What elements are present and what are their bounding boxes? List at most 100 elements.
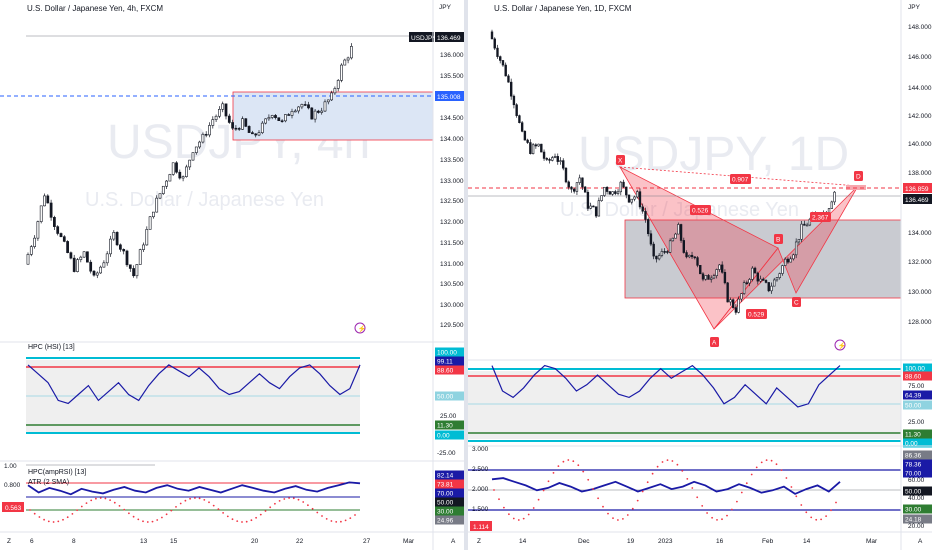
atr-dot [641, 490, 644, 493]
candle-body [188, 159, 192, 168]
price-axis[interactable]: 136.000 135.500 134.500 134.000 133.500 133.0… [440, 52, 464, 329]
price-label: 135.500 [440, 73, 464, 80]
chart-panel-1d[interactable]: USDJPY, 1D U.S. Dollar / Japanese Yen X A… [468, 0, 932, 550]
time-axis[interactable]: 6 8 13 15 20 22 27 Mar [30, 538, 415, 545]
candles-4h [26, 43, 353, 279]
osc2-tag-text: 86.36 [905, 453, 922, 460]
atr-dot [170, 509, 173, 512]
candle-body [833, 191, 836, 203]
osc2-axis-label: 1.500 [472, 506, 489, 513]
supply-zone [232, 91, 434, 141]
candle-body [191, 152, 195, 161]
dashed-level-tag [435, 91, 464, 101]
candle-body [789, 258, 792, 263]
atr-dot [666, 459, 669, 461]
price-label: 129.500 [440, 322, 464, 329]
chart-4h[interactable]: USDJPY, 4h U.S. Dollar / Japanese Yen U.… [0, 0, 464, 550]
price-label: 131.500 [440, 240, 464, 247]
osc2-tag [903, 486, 932, 496]
atr-dot [646, 481, 649, 484]
candle-body [573, 188, 576, 192]
candle-body [46, 195, 50, 204]
price-axis[interactable]: 148.000 146.000 144.000 142.000 140.000 138.0… [908, 24, 932, 326]
osc1-tag [435, 347, 464, 357]
corner-z[interactable]: Z [7, 538, 11, 545]
watermark-symbol: USDJPY, 1D [578, 128, 849, 181]
chart-1d[interactable]: USDJPY, 1D U.S. Dollar / Japanese Yen X A… [468, 0, 932, 550]
candle-body [303, 104, 307, 106]
atr-dot [681, 470, 684, 472]
corner-a[interactable]: A [918, 538, 923, 545]
candle-body [343, 59, 347, 66]
atr-dot [508, 513, 510, 516]
time-label: 6 [30, 538, 34, 545]
atr-dot [661, 461, 664, 463]
candle-body [284, 114, 287, 122]
axis-unit: JPY [439, 4, 452, 11]
corner-a[interactable]: A [451, 538, 456, 545]
atr-dot [38, 516, 41, 518]
pattern-point-D [854, 171, 863, 181]
atr-dot [302, 501, 305, 503]
candle-body [688, 254, 691, 258]
atr-dot [527, 513, 530, 516]
candle-body [270, 115, 274, 118]
candle-body [112, 232, 116, 240]
candle-body [178, 171, 182, 179]
atr-dot [795, 495, 798, 498]
layout-splitter[interactable] [464, 0, 468, 550]
candle-body [274, 115, 277, 118]
candle-body [529, 142, 532, 154]
candle-body [608, 191, 612, 195]
atr-dot [71, 513, 74, 515]
osc2-axis-label: 2.500 [472, 466, 489, 473]
time-label: 19 [627, 538, 635, 545]
atr-dot [231, 518, 234, 521]
time-axis[interactable]: 14 Dec 19 2023 16 Feb 14 Mar [519, 538, 878, 545]
atr-dot [562, 460, 565, 463]
atr-dot [189, 497, 192, 500]
atr-dot [194, 497, 196, 499]
atr-dot [721, 518, 723, 521]
candle-body [767, 282, 770, 292]
candle-body [194, 146, 198, 153]
pattern-ratio-tag [690, 205, 711, 215]
osc2-tag [435, 479, 464, 489]
candle-body [277, 117, 281, 122]
candle-body [592, 205, 595, 208]
price-label: 130.000 [908, 289, 932, 296]
candle-body [803, 223, 806, 226]
candle-body [657, 255, 661, 260]
price-label: 130.500 [440, 281, 464, 288]
candle-body [742, 282, 746, 294]
lightning-icon[interactable] [834, 339, 846, 351]
atr-dot [750, 473, 753, 476]
atr-dot [493, 489, 495, 491]
atr-dot [255, 516, 257, 519]
candle-body [300, 104, 304, 108]
chart-panel-4h[interactable]: USDJPY, 4h U.S. Dollar / Japanese Yen U.… [0, 0, 464, 550]
price-label: 131.000 [440, 261, 464, 268]
atr-dot [731, 508, 733, 511]
time-label: 16 [716, 538, 724, 545]
lightning-icon[interactable] [354, 322, 366, 334]
atr-dot [283, 498, 286, 500]
corner-z[interactable]: Z [477, 538, 481, 545]
atr-dot [259, 513, 262, 516]
atr-dot [825, 515, 827, 517]
atr-dot [132, 515, 135, 518]
price-label: 138.000 [908, 170, 932, 177]
atr-dot [264, 510, 267, 512]
atr-dot [557, 465, 560, 467]
candle-body [499, 56, 502, 61]
candle-body [171, 162, 175, 175]
atr-dot [316, 511, 319, 514]
atr-dot [785, 477, 788, 479]
pattern-ratio-text: 0.529 [748, 312, 765, 319]
axis-unit: JPY [908, 4, 921, 11]
atr-dot [184, 499, 187, 502]
candle-body [135, 264, 139, 277]
pattern-point-X [616, 155, 625, 165]
osc1-label: HPC (HSI) [13] [28, 344, 75, 351]
atr-dot [711, 516, 713, 519]
